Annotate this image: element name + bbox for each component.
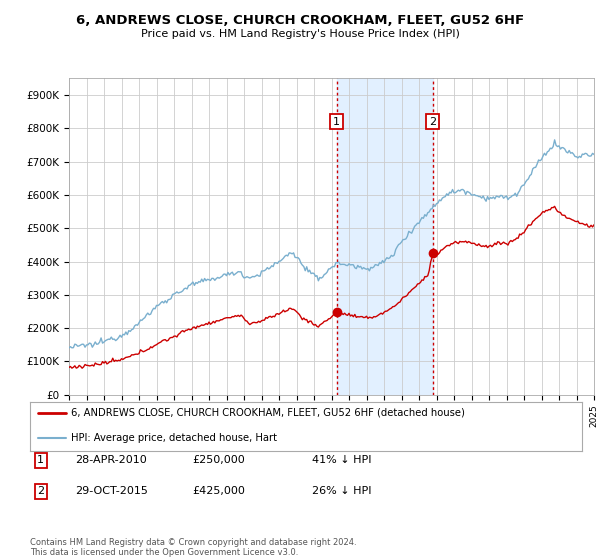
- Text: 1: 1: [37, 455, 44, 465]
- Text: £250,000: £250,000: [192, 455, 245, 465]
- Text: Price paid vs. HM Land Registry's House Price Index (HPI): Price paid vs. HM Land Registry's House …: [140, 29, 460, 39]
- Text: 41% ↓ HPI: 41% ↓ HPI: [312, 455, 371, 465]
- Bar: [337, 78, 433, 395]
- Text: Contains HM Land Registry data © Crown copyright and database right 2024.
This d: Contains HM Land Registry data © Crown c…: [30, 538, 356, 557]
- Text: 6, ANDREWS CLOSE, CHURCH CROOKHAM, FLEET, GU52 6HF (detached house): 6, ANDREWS CLOSE, CHURCH CROOKHAM, FLEET…: [71, 408, 465, 418]
- Text: 6, ANDREWS CLOSE, CHURCH CROOKHAM, FLEET, GU52 6HF: 6, ANDREWS CLOSE, CHURCH CROOKHAM, FLEET…: [76, 14, 524, 27]
- Text: 2: 2: [37, 486, 44, 496]
- Text: £425,000: £425,000: [192, 486, 245, 496]
- Text: 1: 1: [333, 116, 340, 127]
- Text: 29-OCT-2015: 29-OCT-2015: [75, 486, 148, 496]
- Text: 28-APR-2010: 28-APR-2010: [75, 455, 147, 465]
- Text: HPI: Average price, detached house, Hart: HPI: Average price, detached house, Hart: [71, 433, 277, 444]
- Text: 2: 2: [429, 116, 436, 127]
- Text: 26% ↓ HPI: 26% ↓ HPI: [312, 486, 371, 496]
